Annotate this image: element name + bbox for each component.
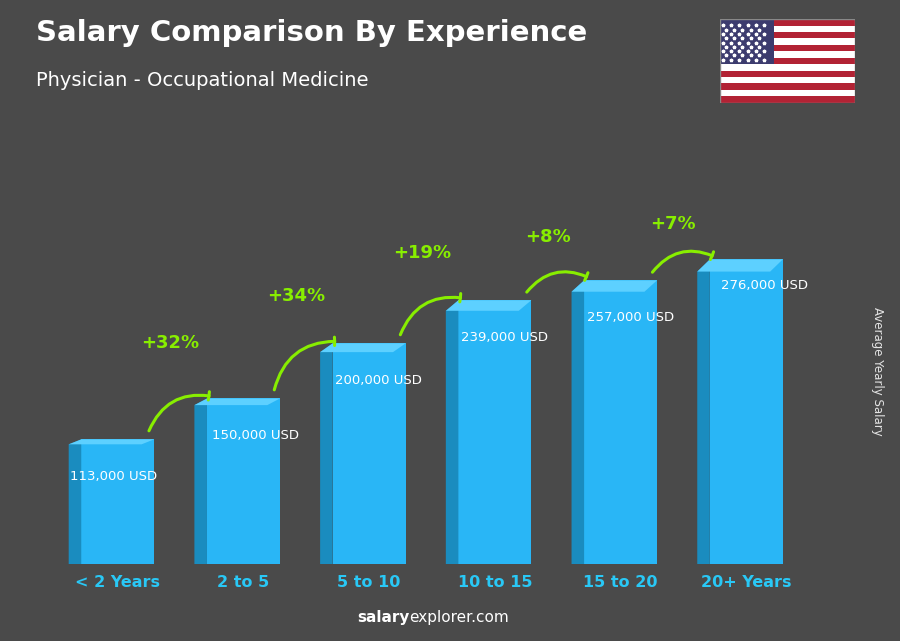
- Bar: [720, 32, 855, 38]
- Bar: [720, 51, 855, 58]
- Bar: [720, 64, 855, 71]
- Text: 200,000 USD: 200,000 USD: [335, 374, 422, 387]
- Polygon shape: [207, 399, 280, 564]
- Text: 150,000 USD: 150,000 USD: [212, 429, 299, 442]
- Text: Average Yearly Salary: Average Yearly Salary: [871, 308, 884, 436]
- Bar: [720, 77, 855, 83]
- Text: +19%: +19%: [393, 244, 451, 262]
- Text: 276,000 USD: 276,000 USD: [721, 279, 808, 292]
- Bar: [720, 96, 855, 103]
- Polygon shape: [320, 344, 406, 352]
- Bar: [720, 83, 855, 90]
- Bar: [720, 71, 855, 77]
- Text: 257,000 USD: 257,000 USD: [587, 312, 674, 324]
- Polygon shape: [320, 344, 333, 564]
- Text: Physician - Occupational Medicine: Physician - Occupational Medicine: [36, 71, 368, 90]
- Text: 113,000 USD: 113,000 USD: [70, 470, 158, 483]
- Polygon shape: [333, 344, 406, 564]
- Bar: [720, 38, 855, 45]
- Polygon shape: [458, 300, 531, 564]
- Text: salary: salary: [357, 610, 410, 625]
- Polygon shape: [446, 300, 458, 564]
- Polygon shape: [710, 260, 783, 564]
- Bar: [720, 58, 855, 64]
- Text: +32%: +32%: [141, 334, 200, 352]
- Polygon shape: [698, 260, 710, 564]
- Polygon shape: [68, 439, 81, 564]
- Bar: [720, 45, 855, 51]
- Text: +34%: +34%: [267, 287, 325, 304]
- Polygon shape: [584, 280, 657, 564]
- Polygon shape: [572, 280, 657, 292]
- Bar: [720, 90, 855, 96]
- Bar: [720, 19, 855, 26]
- Polygon shape: [81, 439, 154, 564]
- Text: +7%: +7%: [651, 215, 697, 233]
- Polygon shape: [572, 280, 584, 564]
- Polygon shape: [194, 399, 280, 405]
- Text: +8%: +8%: [525, 228, 571, 246]
- Bar: [720, 19, 774, 64]
- Polygon shape: [194, 399, 207, 564]
- Polygon shape: [446, 300, 531, 311]
- Text: explorer.com: explorer.com: [410, 610, 509, 625]
- Polygon shape: [698, 260, 783, 272]
- Bar: [720, 26, 855, 32]
- Polygon shape: [68, 439, 154, 444]
- Text: Salary Comparison By Experience: Salary Comparison By Experience: [36, 19, 587, 47]
- Text: 239,000 USD: 239,000 USD: [461, 331, 548, 344]
